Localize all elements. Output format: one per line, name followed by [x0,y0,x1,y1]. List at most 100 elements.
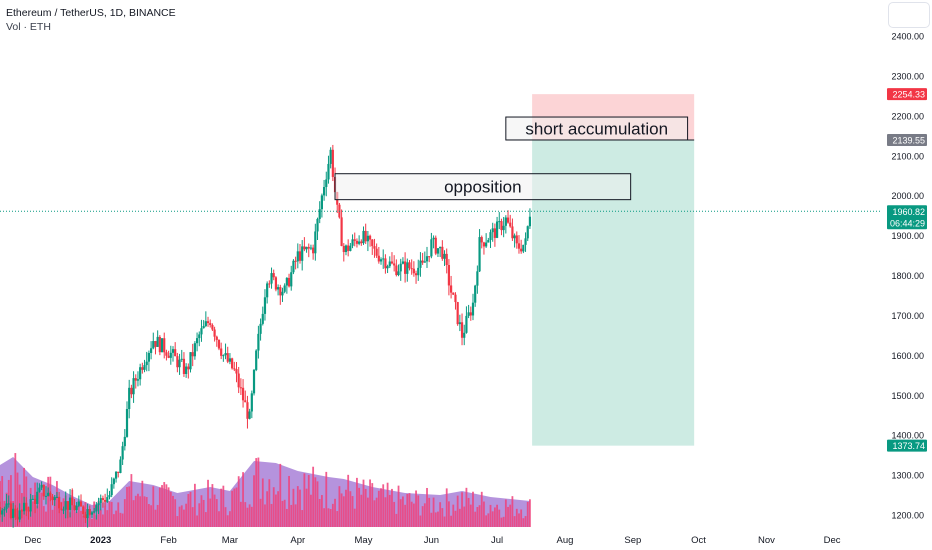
candle [75,502,78,514]
candle [27,506,30,520]
candle-body [114,471,118,479]
volume-bar [465,487,468,527]
candle [104,493,107,507]
volume-bar [169,491,172,527]
volume-bar [246,507,249,527]
volume-bar [224,507,227,527]
candle [250,390,253,419]
candle-body [515,235,518,244]
volume-bar [53,498,56,527]
candle-body [152,341,155,349]
volume-bar [261,478,264,527]
candle [489,229,492,249]
candle [474,284,477,307]
candle-body [104,499,107,502]
volume-bar [167,487,170,527]
candle-body [58,496,61,509]
volume-bar [137,493,139,527]
candle-body [204,321,207,327]
candle-body [419,260,422,268]
candle [117,471,120,478]
volume-bar [469,504,472,527]
candle-body [228,358,232,362]
candle [366,230,369,252]
candle [471,293,475,321]
candle-body [97,502,100,506]
price-badge: 1373.74 [887,439,927,452]
volume-bar [487,513,490,527]
candle [195,332,199,352]
volume-bar [301,510,304,527]
candle [248,408,251,420]
candle [287,273,291,288]
candle [274,276,278,292]
volume-bar [478,505,481,527]
candle-body [174,349,177,357]
volume-bar [454,510,457,527]
candle [213,326,216,342]
candle [31,495,34,501]
candle [55,491,59,499]
candle-body [362,230,365,244]
candle-body [344,245,348,253]
volume-bar [268,479,271,527]
candle-body [478,237,481,272]
volume-bar [448,501,450,527]
candle [480,235,483,249]
candle [368,234,372,247]
candle [71,488,74,506]
volume-bar [529,499,531,527]
candle [174,342,177,357]
volume-bar [178,506,181,527]
candle [382,249,385,269]
volume-bar [75,512,78,527]
candle [329,147,332,169]
volume-bar [198,503,201,527]
annotation-label: opposition [444,178,522,197]
candle [509,214,512,228]
annotation-box: opposition [334,173,632,201]
candle-body [189,352,192,370]
candle-body [169,352,172,358]
candle-body [226,353,229,362]
volume-bar [193,483,196,527]
candle-body [347,245,350,251]
candle [377,246,380,264]
candle [349,242,352,252]
volume-bar [239,501,242,527]
volume-bar [351,496,354,527]
candle [53,494,56,506]
candle-body [213,329,216,337]
candle-body [178,359,181,368]
toolbar-button[interactable] [888,2,930,28]
candle-body [467,312,470,316]
volume-bar [207,479,209,527]
candle [449,275,453,299]
candle [526,225,529,242]
candle [408,260,411,271]
volume-bar [51,509,54,527]
volume-bar [305,488,308,527]
candle-body [460,322,464,338]
candle-body [358,241,361,244]
candle-body [147,352,151,362]
candle [193,341,196,360]
candle-body [36,491,39,504]
volume-bar [520,509,523,527]
volume-bar [150,505,152,527]
y-tick-label: 2100.00 [891,151,924,161]
price-badge: 2254.33 [887,88,927,101]
candle-body [436,248,440,254]
volume-bar [371,483,374,527]
volume-bar [95,515,98,527]
candle [358,235,361,246]
candle-body [165,352,168,356]
candle [434,235,437,256]
candle [344,244,348,256]
candle [123,429,126,451]
volume-bar [42,506,45,527]
candle [51,494,54,506]
candle-body [268,283,271,285]
candle [493,223,496,247]
